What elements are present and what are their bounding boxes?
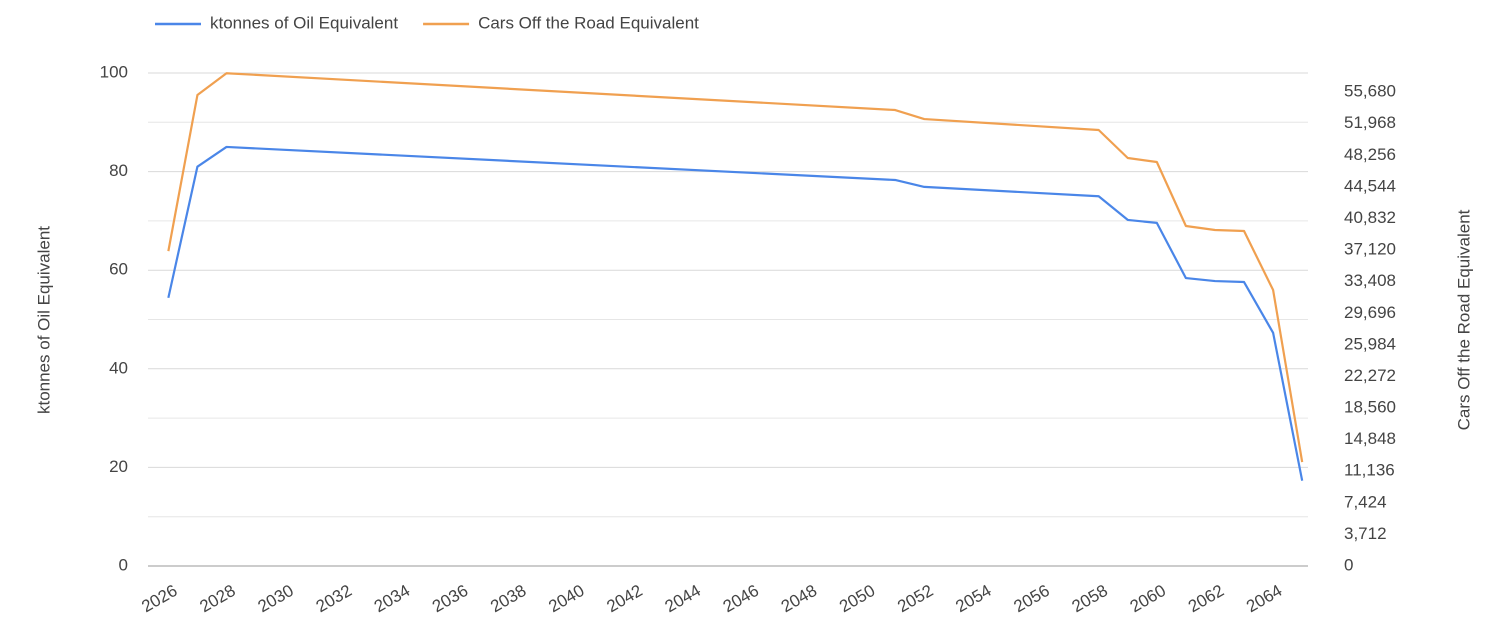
y-tick-label: 100 [100, 62, 128, 81]
series-line [167, 72, 1304, 463]
legend-label: ktonnes of Oil Equivalent [210, 13, 398, 32]
x-tick-label: 2058 [1069, 581, 1111, 616]
x-tick-label: 2060 [1127, 581, 1169, 616]
x-tick-label: 2028 [196, 581, 238, 616]
x-tick-label: 2038 [487, 581, 529, 616]
y-tick-label: 60 [109, 260, 128, 279]
x-tick-label: 2050 [836, 581, 878, 616]
y2-tick-label: 44,544 [1344, 176, 1396, 195]
y-tick-label: 20 [109, 457, 128, 476]
x-tick-label: 2054 [952, 581, 994, 616]
x-tick-label: 2048 [778, 581, 820, 616]
y2-tick-label: 33,408 [1344, 271, 1396, 290]
series-line [167, 145, 1304, 481]
x-tick-label: 2034 [371, 581, 413, 616]
x-tick-label: 2032 [313, 581, 355, 616]
y-tick-label: 80 [109, 161, 128, 180]
x-tick-label: 2036 [429, 581, 471, 616]
y2-tick-label: 29,696 [1344, 303, 1396, 322]
y2-axis-title: Cars Off the Road Equivalent [1454, 209, 1473, 430]
y2-tick-label: 3,712 [1344, 524, 1387, 543]
x-tick-label: 2044 [662, 581, 704, 616]
y2-tick-label: 18,560 [1344, 398, 1396, 417]
y2-tick-label: 11,136 [1344, 461, 1395, 480]
x-tick-label: 2062 [1185, 581, 1227, 616]
x-tick-label: 2040 [545, 581, 587, 616]
x-tick-label: 2046 [720, 581, 762, 616]
y2-tick-label: 7,424 [1344, 492, 1387, 511]
y2-tick-label: 25,984 [1344, 334, 1396, 353]
y2-tick-label: 37,120 [1344, 240, 1396, 259]
y2-tick-label: 48,256 [1344, 145, 1396, 164]
y2-tick-label: 14,848 [1344, 429, 1396, 448]
x-tick-label: 2030 [255, 581, 297, 616]
x-tick-label: 2052 [894, 581, 936, 616]
y2-tick-label: 51,968 [1344, 113, 1396, 132]
y-tick-label: 0 [119, 555, 128, 574]
x-tick-label: 2026 [138, 581, 180, 616]
legend-label: Cars Off the Road Equivalent [478, 13, 699, 32]
y2-tick-label: 22,272 [1344, 366, 1396, 385]
y2-tick-label: 55,680 [1344, 82, 1396, 101]
y2-tick-label: 0 [1344, 555, 1353, 574]
x-tick-label: 2042 [603, 581, 645, 616]
y2-tick-label: 40,832 [1344, 208, 1396, 227]
x-tick-label: 2056 [1011, 581, 1053, 616]
y-tick-label: 40 [109, 358, 128, 377]
x-tick-label: 2064 [1243, 581, 1285, 616]
y-axis-title: ktonnes of Oil Equivalent [34, 226, 53, 414]
